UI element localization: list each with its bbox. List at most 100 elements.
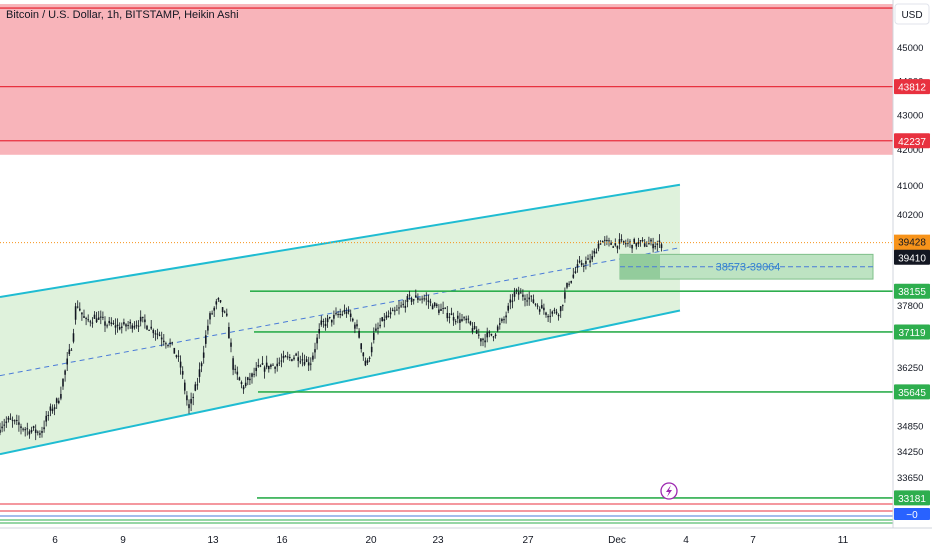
flash-icon[interactable] — [660, 482, 678, 500]
candle-body — [13, 420, 16, 422]
candle-body — [253, 373, 255, 375]
currency-label: USD — [901, 10, 922, 21]
channel-lower-line — [0, 309, 681, 456]
candle-body — [272, 364, 274, 366]
candle-body — [28, 431, 31, 435]
candle-body — [37, 431, 39, 433]
candle-body — [318, 329, 320, 334]
candle-body — [121, 326, 123, 328]
time-tick-label: 9 — [120, 535, 126, 546]
candle-body — [646, 245, 648, 247]
candle-body — [427, 300, 430, 302]
candle-body — [478, 334, 480, 336]
candle-body — [541, 305, 543, 309]
candle-body — [597, 243, 600, 249]
level-price-tag-bg — [894, 79, 930, 95]
candle-body — [85, 318, 87, 320]
candle-body — [68, 349, 71, 354]
candle-body — [585, 261, 587, 264]
candle-body — [148, 329, 150, 331]
candle-body — [181, 371, 184, 375]
channel-fill — [0, 184, 680, 455]
candle-body — [196, 384, 199, 386]
candle-body — [249, 378, 251, 381]
candle-body — [135, 325, 138, 327]
candle-body — [64, 370, 66, 375]
candle-body — [364, 360, 367, 366]
candle-body — [188, 404, 190, 409]
candle-body — [383, 319, 386, 321]
candle-body — [58, 400, 60, 404]
candle-body — [236, 371, 239, 375]
candle-body — [259, 365, 262, 367]
time-tick-label: 23 — [432, 535, 444, 546]
candle-body — [335, 313, 337, 315]
candle-body — [131, 325, 134, 329]
candle-body — [307, 362, 310, 366]
candle-body — [144, 319, 146, 323]
price-tick-label: 34250 — [897, 447, 923, 458]
candle-body — [270, 364, 272, 367]
candle-body — [482, 338, 484, 341]
candle-body — [102, 316, 104, 318]
candle-body — [536, 305, 539, 307]
price-axis-tags: 4381242237381553711935645331813942813:55… — [894, 79, 930, 521]
candle-body — [171, 342, 173, 344]
level-price-tag-bg — [894, 133, 930, 149]
candle-body — [74, 306, 77, 320]
candle-body — [591, 256, 593, 260]
candle-body — [501, 319, 503, 322]
candle-body — [289, 356, 291, 358]
candle-body — [370, 346, 373, 353]
level-price-tag: 33181 — [898, 494, 926, 505]
candle-body — [559, 306, 562, 312]
candle-body — [534, 303, 537, 305]
zone-label: 38573-39064 — [716, 262, 781, 274]
candle-body — [574, 271, 577, 273]
candle-body — [163, 340, 165, 343]
candle-body — [410, 298, 413, 302]
candle-body — [39, 433, 41, 435]
candle-body — [454, 321, 457, 323]
candle-body — [230, 342, 232, 347]
candle-body — [463, 317, 465, 319]
candle-body — [391, 309, 394, 312]
candle-body — [643, 243, 646, 247]
candle-body — [49, 406, 52, 411]
candle-body — [475, 329, 478, 334]
candle-body — [648, 243, 650, 245]
candle-body — [373, 333, 375, 340]
candle-body — [595, 252, 598, 254]
time-tick-label: 20 — [365, 535, 377, 546]
candle-body — [469, 321, 472, 325]
candle-body — [627, 242, 629, 244]
candle-body — [20, 426, 22, 428]
candle-body — [32, 426, 35, 429]
candle-body — [599, 243, 602, 245]
candle-body — [221, 307, 224, 313]
candle-body — [45, 415, 47, 422]
candle-body — [486, 332, 488, 338]
candle-body — [240, 382, 243, 384]
candle-body — [566, 282, 568, 288]
candle-body — [41, 430, 43, 433]
candle-body — [618, 239, 621, 244]
candle-body — [265, 362, 268, 368]
candle-body — [610, 242, 612, 245]
candle-body — [511, 300, 514, 302]
candle-body — [223, 311, 226, 313]
candle-body — [299, 361, 302, 363]
currency-selector[interactable] — [894, 3, 930, 25]
candle-body — [551, 311, 554, 314]
candle-body — [526, 300, 528, 302]
candle-body — [587, 258, 589, 260]
candle-body — [263, 367, 266, 372]
candle-body — [408, 294, 411, 296]
candle-body — [179, 361, 182, 368]
candle-body — [461, 319, 463, 322]
candle-body — [129, 321, 131, 324]
candle-body — [562, 305, 564, 307]
candle-body — [242, 386, 245, 390]
target-zone-layer: 38573-39064 — [619, 253, 874, 280]
